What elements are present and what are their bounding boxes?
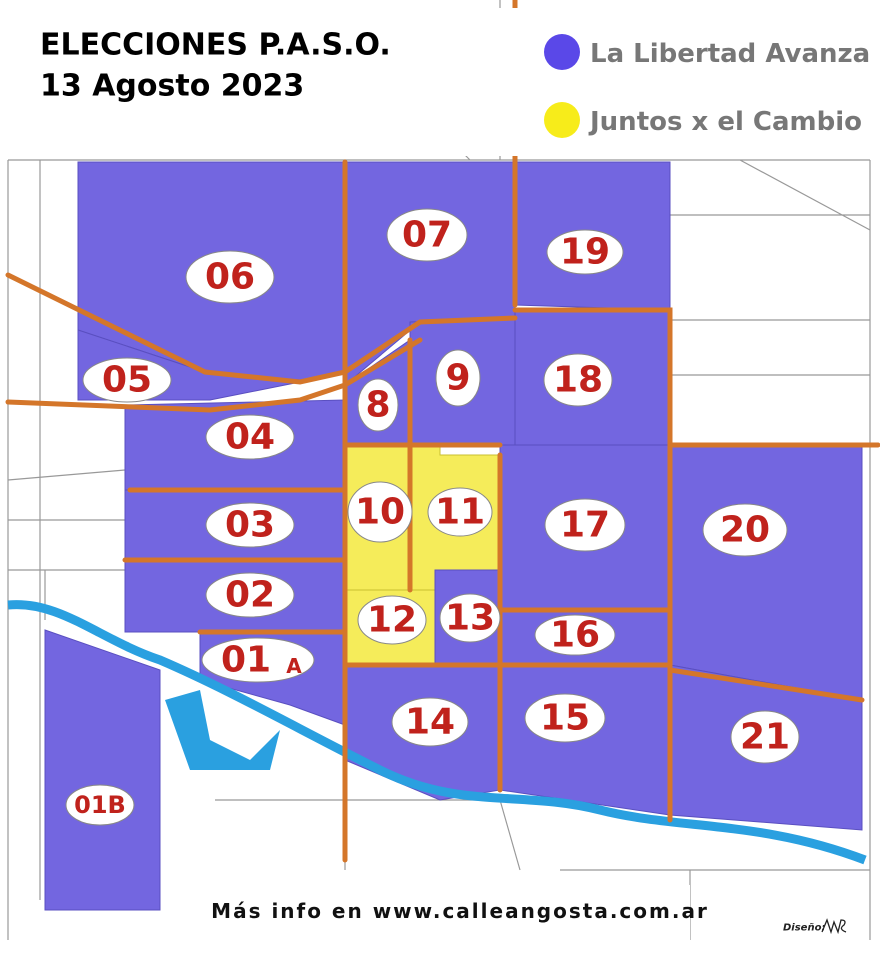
- label-oval: [702, 503, 788, 557]
- label-oval: [205, 414, 295, 460]
- legend-label: Juntos x el Cambio: [588, 107, 862, 137]
- district-label: 20: [720, 510, 770, 551]
- district-label: 18: [553, 360, 603, 401]
- district-label: 21: [740, 717, 790, 758]
- label-oval: [185, 250, 275, 304]
- district-label: 01B: [74, 791, 126, 819]
- label-oval: [357, 378, 399, 432]
- label-oval: [439, 593, 501, 643]
- label-oval: [427, 487, 493, 537]
- district-label: 17: [560, 505, 610, 546]
- district-label: 12: [367, 600, 417, 641]
- district-label: 15: [540, 698, 590, 739]
- district-label: 06: [205, 257, 255, 298]
- label-oval: [546, 229, 624, 275]
- label-oval: [205, 572, 295, 618]
- label-oval: [347, 481, 413, 543]
- district-label: 13: [445, 598, 495, 639]
- district-label: 11: [435, 492, 485, 533]
- district-label: 10: [355, 492, 405, 533]
- district-label: 8: [365, 385, 390, 426]
- label-oval: [357, 595, 427, 645]
- label-oval: [534, 614, 616, 656]
- district-label: 07: [402, 215, 452, 256]
- footer-panel: [175, 885, 690, 940]
- credit: Diseño:: [783, 923, 825, 934]
- legend-swatch: [544, 34, 580, 70]
- label-oval: [201, 637, 315, 683]
- district-label: 01: [221, 640, 271, 681]
- district-labels: 06 07 19 05 9 18 8 04 10 11 17 20 03 02 12 13 16 01 A 14 15 2…: [65, 208, 800, 826]
- title-line1: ELECCIONES P.A.S.O.: [40, 28, 391, 63]
- legend-swatch: [544, 102, 580, 138]
- label-oval: [524, 693, 606, 743]
- label-oval: [435, 349, 481, 407]
- river: [7, 600, 867, 865]
- district-label: 16: [550, 615, 600, 656]
- label-oval: [205, 502, 295, 548]
- label-oval: [386, 208, 468, 262]
- title-line2: 13 Agosto 2023: [40, 69, 304, 104]
- district-label: 04: [225, 417, 275, 458]
- label-oval: [543, 353, 613, 407]
- district-label: 14: [405, 702, 455, 743]
- district-label: 9: [445, 358, 470, 399]
- label-oval: [391, 697, 469, 747]
- label-oval: [730, 710, 800, 764]
- district-label: 19: [560, 232, 610, 273]
- district-area: [669, 444, 863, 701]
- district-suffix: A: [286, 654, 302, 678]
- footer-text: Más info en www.calleangosta.com.ar: [211, 899, 709, 923]
- label-oval: [65, 784, 135, 826]
- label-oval: [544, 498, 626, 552]
- legend-label: La Libertad Avanza: [590, 39, 870, 69]
- header-panel: [8, 8, 868, 156]
- district-area: [44, 629, 161, 911]
- district-label: 03: [225, 505, 275, 546]
- district-area: [499, 664, 671, 816]
- signature: [821, 918, 847, 935]
- district-label: 05: [102, 360, 152, 401]
- district-label: 02: [225, 575, 275, 616]
- lake: [165, 690, 280, 770]
- label-oval: [82, 357, 172, 403]
